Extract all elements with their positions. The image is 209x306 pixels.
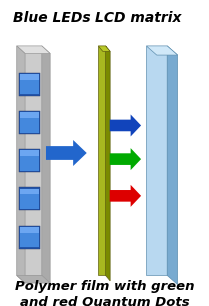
Polygon shape [20,112,39,118]
Polygon shape [98,46,110,51]
Polygon shape [110,148,141,170]
Polygon shape [110,114,141,136]
Polygon shape [17,275,50,283]
Polygon shape [98,46,106,275]
Polygon shape [17,46,25,283]
Polygon shape [17,46,42,275]
Polygon shape [20,188,39,194]
Polygon shape [20,112,39,133]
Polygon shape [146,46,167,275]
Polygon shape [19,226,40,248]
Polygon shape [19,187,40,211]
Polygon shape [110,185,141,207]
Text: Blue LEDs: Blue LEDs [13,11,90,25]
Polygon shape [20,74,39,80]
Polygon shape [146,46,178,55]
Polygon shape [20,150,39,171]
Polygon shape [106,46,110,281]
Text: LCD matrix: LCD matrix [95,11,182,25]
Polygon shape [19,73,40,95]
Polygon shape [20,227,39,247]
Text: Polymer film with green
and red Quantum Dots: Polymer film with green and red Quantum … [15,280,194,306]
Polygon shape [20,74,39,94]
Polygon shape [20,188,39,209]
Polygon shape [167,46,178,285]
Polygon shape [19,149,40,172]
Polygon shape [20,150,39,156]
Polygon shape [42,46,50,283]
Polygon shape [19,111,40,134]
Polygon shape [20,227,39,233]
Polygon shape [17,46,50,54]
Polygon shape [46,140,87,166]
